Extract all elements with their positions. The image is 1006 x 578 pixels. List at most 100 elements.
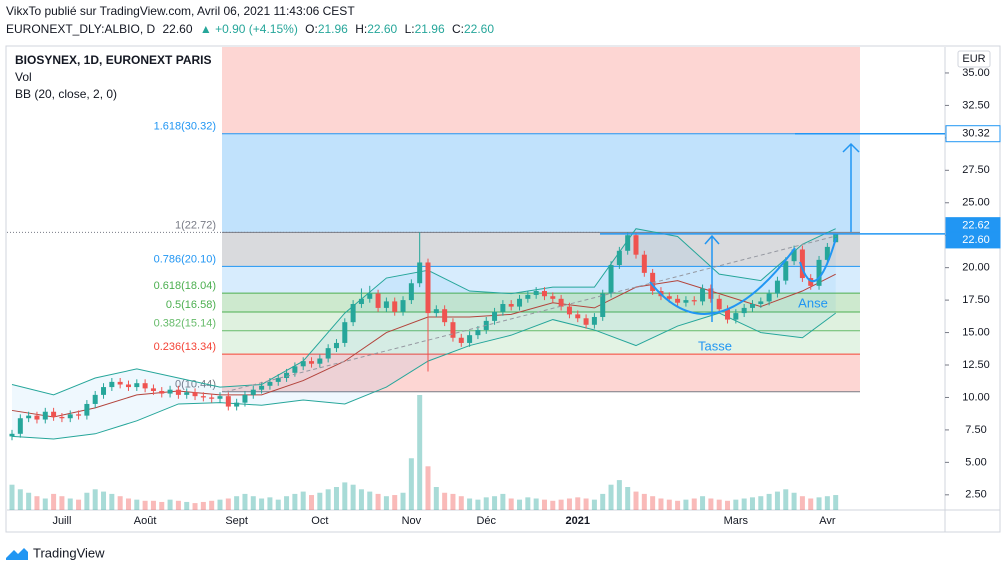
bb-fill [12,228,836,439]
candle-body [583,318,589,325]
candle-body [708,288,714,299]
candle-body [325,348,331,359]
candle-body [600,293,606,317]
x-tick-label: Nov [402,515,422,527]
candle-body [575,314,581,319]
volume-bar [101,491,107,510]
volume-bar [242,493,248,510]
volume-bar [758,496,764,510]
volume-bar [492,496,498,510]
volume-bar [159,501,165,510]
price-label: 22.60 [962,234,990,246]
candle-body [408,283,414,301]
volume-bar [34,496,40,510]
volume-bar [799,496,805,510]
candle-body [383,301,389,308]
candle-body [150,388,156,391]
volume-bar [666,499,672,510]
volume-bar [350,484,356,510]
volume-bar [766,493,772,510]
candle-body [292,366,298,373]
volume-bar [51,493,57,510]
candle-body [342,322,348,343]
candle-body [333,342,339,349]
volume-bar [541,499,547,510]
volume-bar [783,489,789,510]
candle-body [392,301,398,312]
x-tick-label: Oct [311,515,328,527]
volume-bar [591,499,597,510]
volume-bar [417,395,423,510]
candle-body [17,418,23,434]
ohlc-value: 22.60 [367,22,397,36]
y-tick-label: 32.50 [962,99,990,111]
volume-bar [292,493,298,510]
volume-bar [691,498,697,510]
candle-body [442,309,448,323]
fib-zone [222,133,860,233]
candle-body [375,293,381,308]
volume-bar [816,497,822,510]
candle-body [799,249,805,279]
volume-bar [67,498,73,510]
volume-bar [700,496,706,510]
volume-bar [641,493,647,510]
volume-bar [84,492,90,510]
trend-line [224,235,837,393]
volume-bar [284,496,290,510]
candle-body [749,304,755,308]
volume-bar [234,496,240,510]
candle-body [458,337,464,343]
handle [799,237,837,283]
candle-body [475,329,481,336]
ohlc-value: 21.96 [318,22,348,36]
ohlc-label: L: [405,22,415,36]
volume-bar [217,499,223,510]
volume-bar [175,500,181,510]
symbol: EURONEXT_DLY:ALBIO, D [6,22,155,36]
volume-bar [259,498,265,510]
volume-bar [442,492,448,510]
volume-bar [425,466,431,510]
volume-bar [733,499,739,510]
fib-label: 0.786(20.10) [154,253,216,265]
candle-body [59,416,65,419]
candle-body [9,433,15,437]
volume-bar [608,484,614,510]
candle-body [134,383,140,388]
volume-bar [325,489,331,510]
volume-bar [791,492,797,510]
candle-body [358,298,364,305]
volume-bar [525,497,531,510]
candle-body [192,392,198,397]
volume-bar [725,500,731,510]
legend-entry: Vol [15,70,32,84]
ohlc-value: 22.60 [464,22,494,36]
ohlc-label: H: [355,22,367,36]
currency: EUR [962,53,985,65]
cup [649,247,796,315]
candle-body [666,296,672,299]
candle-body [700,288,706,302]
y-tick-label: 7.50 [965,424,986,436]
volume-bar [558,499,564,510]
y-tick-label: 25.00 [962,197,990,209]
candle-body [758,301,764,305]
candle-body [633,235,639,255]
volume-bar [433,487,439,510]
volume-bar [300,491,306,510]
candle-body [317,358,323,364]
volume-bar [408,458,414,510]
volume-bar [566,498,572,510]
annotation: Tasse [698,338,732,353]
volume-bar [59,496,65,510]
candle-body [816,259,822,286]
currency-box [957,50,991,68]
y-tick-label: 2.50 [965,489,986,501]
volume-bar [517,499,523,510]
volume-bar [150,500,156,510]
volume-bar [824,496,830,510]
volume-bar [192,503,198,510]
candle-body [641,254,647,273]
volume-bar [109,493,115,510]
